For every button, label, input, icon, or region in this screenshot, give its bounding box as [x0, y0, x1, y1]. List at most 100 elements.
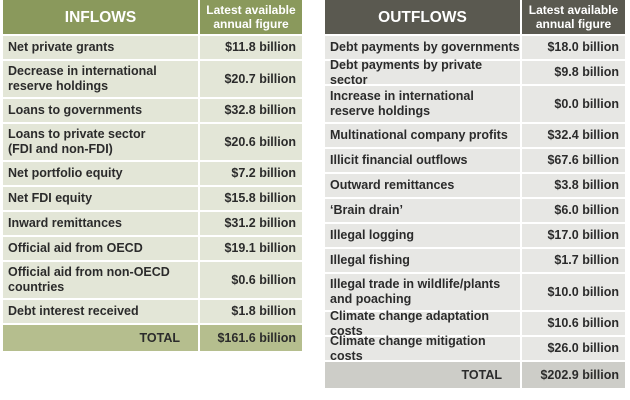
table-row: Multinational company profits $32.4 billi… — [325, 124, 625, 147]
row-value: $32.4 billion — [547, 128, 619, 142]
row-label: Net private grants — [8, 40, 115, 54]
row-label: Debt payments by governments — [330, 40, 520, 54]
inflows-table: INFLOWS Latest available annual figure Net … — [3, 0, 302, 353]
row-label: Debt payments by private sector — [330, 57, 483, 87]
value-cell: $161.6 billion — [200, 325, 302, 351]
table-row: Climate change adaptation costs $10.6 bil… — [325, 309, 625, 338]
value-cell: Latest available annual figure — [522, 0, 625, 34]
value-cell: $18.0 billion — [522, 36, 625, 59]
row-label: reserve holdings — [8, 79, 109, 93]
header-figure: annual figure — [213, 17, 289, 31]
row-value: $3.8 billion — [554, 178, 619, 192]
label-cell: Net private grants — [3, 36, 198, 59]
label-cell: Loans to governments — [3, 99, 198, 122]
table-row: Net private grants $11.8 billion — [3, 36, 302, 59]
table-row: Illicit financial outflows $67.6 billion — [325, 149, 625, 172]
row-value: $6.0 billion — [554, 203, 619, 217]
row-label: Net portfolio equity — [8, 166, 123, 180]
row-value: $67.6 billion — [547, 153, 619, 167]
header-row: INFLOWS Latest available annual figure — [3, 0, 302, 34]
row-label: and poaching — [330, 292, 412, 306]
row-value: $26.0 billion — [547, 341, 619, 355]
table-row: ‘Brain drain’ $6.0 billion — [325, 199, 625, 222]
row-value: $20.6 billion — [224, 134, 296, 149]
total-value: $202.9 billion — [540, 367, 619, 382]
total-label: TOTAL — [461, 367, 502, 382]
table-row: Loans to governments $32.8 billion — [3, 99, 302, 122]
table-row: Official aid from non-OECD countries $0.6 … — [3, 262, 302, 298]
label-cell: Loans to private sector (FDI and non-FDI) — [3, 124, 198, 160]
row-label: Illegal fishing — [330, 253, 410, 267]
row-label: Outward remittances — [330, 178, 455, 192]
table-row: Outward remittances $3.8 billion — [325, 174, 625, 197]
header-figure: Latest available — [206, 3, 296, 17]
row-label: ‘Brain drain’ — [330, 203, 403, 217]
label-cell: Net FDI equity — [3, 187, 198, 210]
value-cell: $11.8 billion — [200, 36, 302, 59]
row-label: (FDI and non-FDI) — [8, 142, 113, 156]
row-label: Official aid from OECD — [8, 241, 143, 255]
label-cell: Debt payments by governments — [325, 36, 520, 59]
table-row: Decrease in international reserve holding… — [3, 61, 302, 97]
outflows-table: OUTFLOWS Latest available annual figure Deb… — [325, 0, 625, 390]
label-cell: Debt payments by private sector — [325, 58, 520, 87]
table-row: Climate change mitigation costs $26.0 bil… — [325, 334, 625, 363]
label-cell: TOTAL — [3, 325, 198, 351]
value-cell: $3.8 billion — [522, 174, 625, 197]
label-cell: Outward remittances — [325, 174, 520, 197]
row-value: $17.0 billion — [547, 228, 619, 242]
table-row: Increase in international reserve holding… — [325, 86, 625, 122]
label-cell: OUTFLOWS — [325, 0, 520, 34]
total-row: TOTAL $202.9 billion — [325, 362, 625, 388]
row-label: Net FDI equity — [8, 191, 93, 205]
value-cell: $9.8 billion — [522, 61, 625, 84]
label-cell: Official aid from non-OECD countries — [3, 262, 198, 298]
total-label: TOTAL — [139, 330, 180, 345]
value-cell: $10.0 billion — [522, 274, 625, 310]
table-row: Net FDI equity $15.8 billion — [3, 187, 302, 210]
total-value: $161.6 billion — [217, 330, 296, 345]
header-figure: annual figure — [535, 17, 612, 31]
row-value: $15.8 billion — [224, 191, 296, 205]
row-label: reserve holdings — [330, 104, 431, 118]
value-cell: $10.6 billion — [522, 312, 625, 335]
row-label: Illicit financial outflows — [330, 153, 468, 167]
row-value: $19.1 billion — [224, 241, 296, 255]
row-value: $11.8 billion — [225, 40, 296, 54]
label-cell: Net portfolio equity — [3, 162, 198, 185]
row-value: $1.8 billion — [231, 304, 296, 318]
row-label: Loans to private sector — [8, 127, 146, 141]
value-cell: $1.7 billion — [522, 249, 625, 272]
row-value: $20.7 billion — [224, 71, 296, 86]
value-cell: $31.2 billion — [200, 212, 302, 235]
header-title: INFLOWS — [64, 8, 137, 26]
value-cell: $0.6 billion — [200, 262, 302, 298]
value-cell: $20.7 billion — [200, 61, 302, 97]
table-row: Illegal logging $17.0 billion — [325, 224, 625, 247]
table-row: Net portfolio equity $7.2 billion — [3, 162, 302, 185]
value-cell: $32.8 billion — [200, 99, 302, 122]
row-label: Loans to governments — [8, 103, 143, 117]
label-cell: Debt interest received — [3, 300, 198, 323]
row-label: Illegal trade in wildlife/plants — [330, 277, 501, 291]
label-cell: Decrease in international reserve holding… — [3, 61, 198, 97]
row-value: $1.7 billion — [554, 253, 619, 267]
row-label: countries — [8, 280, 65, 294]
label-cell: Climate change mitigation costs — [325, 334, 520, 363]
row-label: Multinational company profits — [330, 128, 508, 142]
table-row: Official aid from OECD $19.1 billion — [3, 237, 302, 260]
value-cell: $32.4 billion — [522, 124, 625, 147]
value-cell: $0.0 billion — [522, 86, 625, 122]
value-cell: $67.6 billion — [522, 149, 625, 172]
total-row: TOTAL $161.6 billion — [3, 325, 302, 351]
row-value: $31.2 billion — [224, 216, 296, 230]
value-cell: Latest available annual figure — [200, 0, 302, 34]
value-cell: $7.2 billion — [200, 162, 302, 185]
row-label: Official aid from non-OECD — [8, 265, 170, 279]
value-cell: $19.1 billion — [200, 237, 302, 260]
label-cell: Inward remittances — [3, 212, 198, 235]
table-row: Inward remittances $31.2 billion — [3, 212, 302, 235]
row-value: $10.0 billion — [547, 284, 619, 299]
label-cell: Illegal logging — [325, 224, 520, 247]
